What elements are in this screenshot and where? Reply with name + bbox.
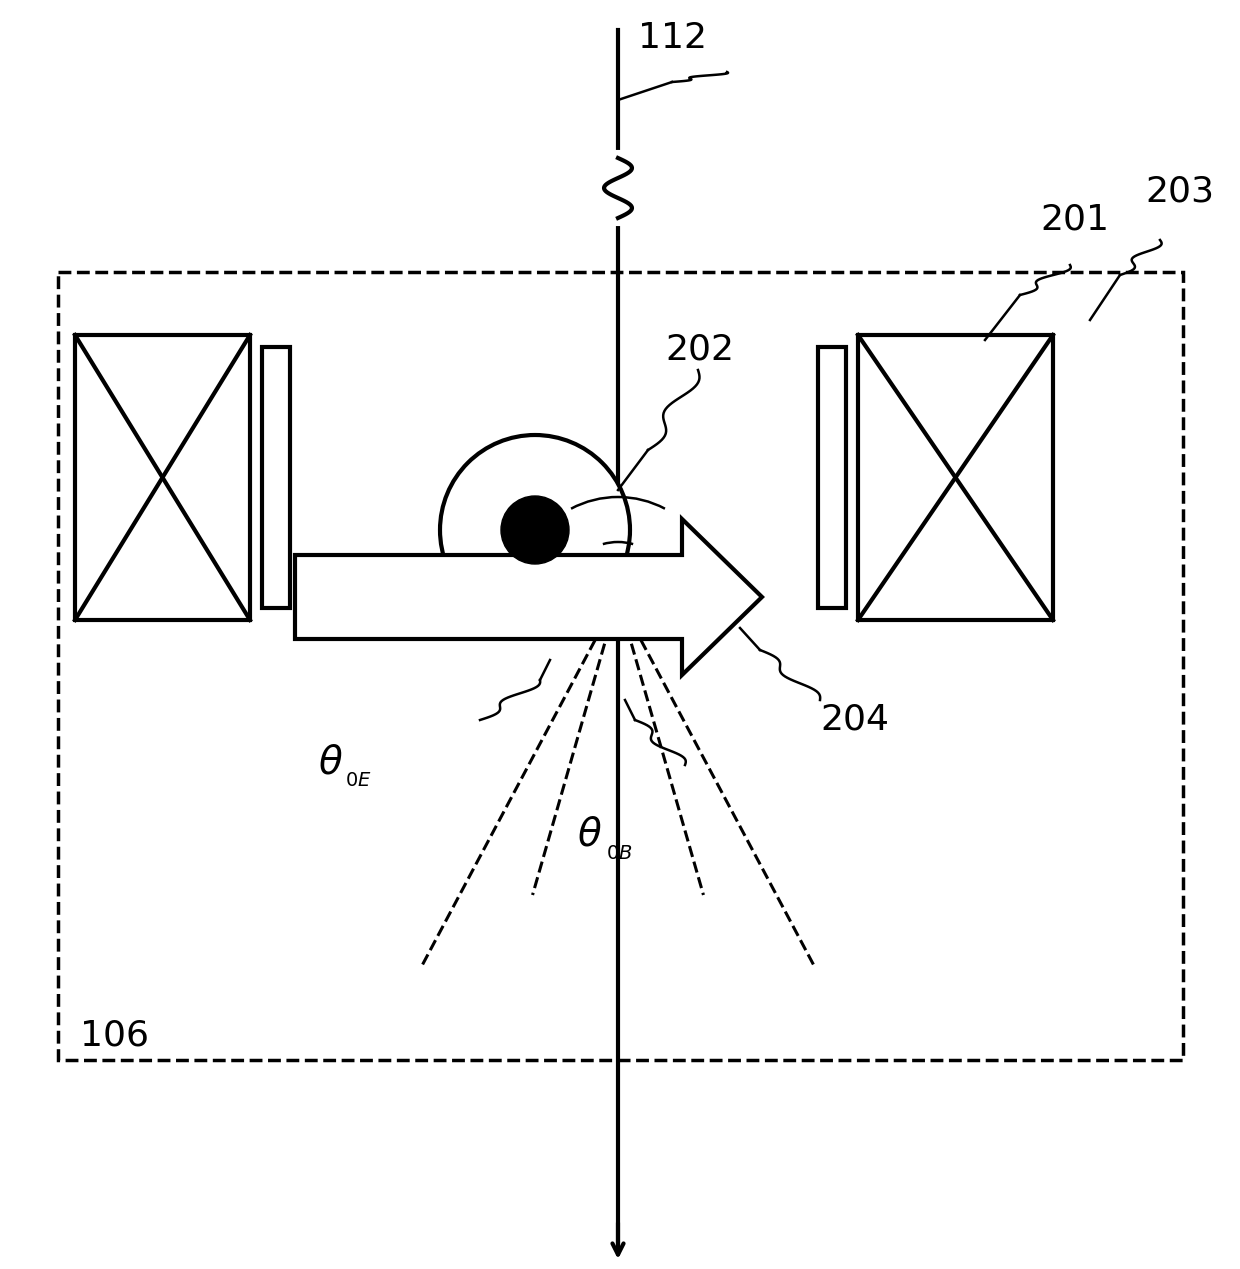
Text: 202: 202 [665, 332, 734, 367]
Text: $\theta$: $\theta$ [577, 816, 603, 854]
Polygon shape [295, 519, 763, 675]
Text: 201: 201 [1040, 203, 1109, 237]
Circle shape [440, 435, 630, 626]
Bar [262, 346, 290, 608]
Text: 106: 106 [81, 1018, 149, 1052]
Text: 204: 204 [820, 703, 889, 737]
Text: $\theta$: $\theta$ [317, 744, 343, 780]
Bar [818, 346, 846, 608]
Bar [74, 335, 250, 621]
Text: $_{0B}$: $_{0B}$ [606, 834, 632, 862]
Text: $_{0E}$: $_{0E}$ [345, 761, 372, 789]
Text: 203: 203 [1145, 175, 1214, 209]
Bar [858, 335, 1053, 621]
Text: 112: 112 [639, 22, 707, 55]
Circle shape [501, 496, 569, 563]
Bar [58, 272, 1183, 1060]
